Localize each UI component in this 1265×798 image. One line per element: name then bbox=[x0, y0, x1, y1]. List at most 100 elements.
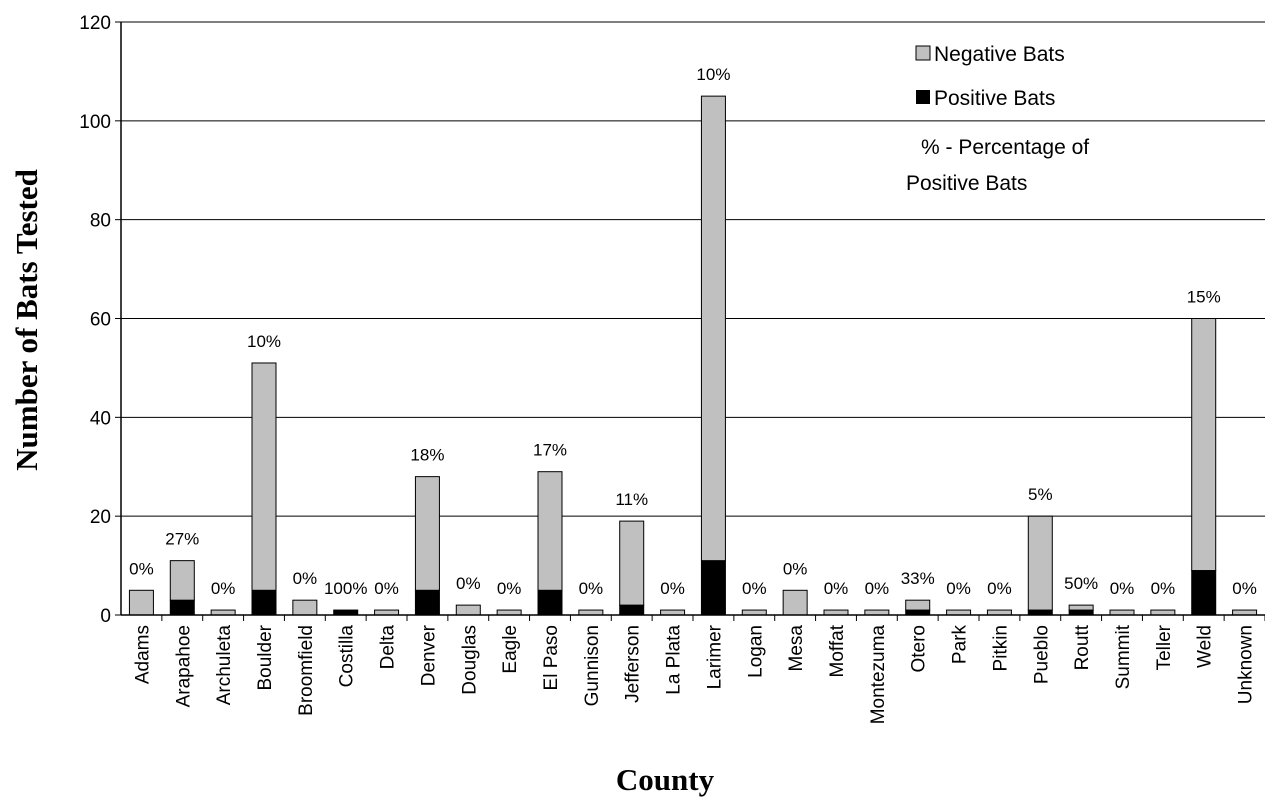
y-tick-label: 100 bbox=[79, 112, 111, 133]
x-tick-label: Jefferson bbox=[623, 625, 644, 703]
bar-negative-otero bbox=[905, 599, 931, 611]
x-tick-label: Moffat bbox=[827, 624, 848, 677]
y-tick-label: 120 bbox=[79, 13, 111, 34]
percent-label: 0% bbox=[293, 569, 318, 588]
percent-label: 18% bbox=[410, 446, 444, 465]
y-axis-title: Number of Bats Tested bbox=[9, 169, 44, 471]
percent-label: 0% bbox=[1151, 579, 1176, 598]
legend-note-line-1: % - Percentage of bbox=[921, 136, 1089, 159]
percent-label: 0% bbox=[987, 579, 1012, 598]
x-tick-label: Teller bbox=[1154, 624, 1175, 670]
bar-negative-douglas bbox=[455, 604, 481, 616]
x-tick-label: Adams bbox=[132, 625, 153, 684]
bar-negative-weld bbox=[1191, 318, 1217, 572]
percent-label: 10% bbox=[247, 332, 281, 351]
percent-label: 0% bbox=[1110, 579, 1135, 598]
legend-swatch-negative bbox=[915, 45, 931, 61]
bar-positive-boulder bbox=[251, 589, 277, 616]
y-tick-label: 20 bbox=[90, 507, 111, 528]
x-tick-label: La Plata bbox=[664, 625, 685, 695]
x-tick-label: Denver bbox=[418, 624, 439, 686]
x-tick-label: Gunnison bbox=[582, 625, 603, 706]
x-tick-label: Routt bbox=[1072, 624, 1093, 670]
bar-negative-adams bbox=[128, 589, 154, 616]
bar-negative-arapahoe bbox=[169, 560, 195, 601]
percent-label: 0% bbox=[783, 559, 808, 578]
x-tick-label: Park bbox=[950, 625, 971, 665]
percent-label: 0% bbox=[865, 579, 890, 598]
percent-label: 15% bbox=[1187, 288, 1221, 307]
legend-note-line-2: Positive Bats bbox=[906, 172, 1027, 195]
percent-label: 0% bbox=[211, 579, 236, 598]
x-tick-label: Weld bbox=[1195, 625, 1216, 668]
bars bbox=[128, 95, 1258, 616]
bar-negative-el-paso bbox=[537, 471, 563, 591]
percent-label: 10% bbox=[696, 65, 730, 84]
x-tick-label: Larimer bbox=[704, 624, 725, 689]
y-tick-label: 40 bbox=[90, 408, 111, 429]
x-tick-label: Mesa bbox=[786, 625, 807, 672]
x-tick-label: Montezuma bbox=[868, 625, 889, 725]
x-tick-label: Pitkin bbox=[990, 625, 1011, 671]
bar-negative-boulder bbox=[251, 362, 277, 591]
percent-label: 0% bbox=[824, 579, 849, 598]
y-tick-labels: 0 20 40 60 80 100 120 bbox=[79, 13, 111, 627]
percent-label: 0% bbox=[456, 574, 481, 593]
x-tick-label: Arapahoe bbox=[173, 625, 194, 707]
bar-positive-denver bbox=[414, 589, 440, 616]
percent-label: 0% bbox=[1232, 579, 1257, 598]
percent-label: 0% bbox=[497, 579, 522, 598]
y-tick-label: 60 bbox=[90, 310, 111, 331]
y-tick-label: 0 bbox=[100, 606, 111, 627]
percent-labels: 0% 27% 0% 10% 0% 100% 0% 18% 0% 0% 17% 0% 11% 0% 10% 0%… bbox=[129, 65, 1257, 598]
legend-label-positive: Positive Bats bbox=[934, 87, 1055, 110]
x-tick-labels: Adams Arapahoe Archuleta Boulder Broomfield C… bbox=[132, 624, 1256, 724]
x-tick-label: Douglas bbox=[459, 625, 480, 695]
legend-swatch-positive bbox=[916, 90, 930, 104]
percent-label: 5% bbox=[1028, 485, 1053, 504]
percent-label: 0% bbox=[946, 579, 971, 598]
x-tick-label: Summit bbox=[1113, 624, 1134, 689]
x-tick-label: Boulder bbox=[255, 624, 276, 690]
x-tick-label: Eagle bbox=[500, 625, 521, 674]
percent-label: 50% bbox=[1064, 574, 1098, 593]
x-tick-label: Unknown bbox=[1236, 625, 1257, 704]
percent-label: 27% bbox=[165, 530, 199, 549]
bar-negative-jefferson bbox=[619, 520, 645, 606]
percent-label: 0% bbox=[129, 559, 154, 578]
bar-positive-larimer bbox=[700, 560, 726, 616]
percent-label: 33% bbox=[901, 569, 935, 588]
gridlines bbox=[121, 21, 1265, 517]
percent-label: 0% bbox=[660, 579, 685, 598]
bar-negative-denver bbox=[414, 476, 440, 591]
percent-label: 0% bbox=[374, 579, 399, 598]
bar-positive-arapahoe bbox=[169, 599, 195, 616]
x-tick-label: Broomfield bbox=[296, 625, 317, 716]
x-tick-label: Delta bbox=[378, 625, 399, 670]
bar-positive-jefferson bbox=[619, 604, 645, 616]
bar-negative-broomfield bbox=[292, 599, 318, 616]
percent-label: 11% bbox=[615, 490, 648, 509]
percent-label: 0% bbox=[579, 579, 604, 598]
bar-positive-weld bbox=[1191, 570, 1217, 616]
y-tick-label: 80 bbox=[90, 211, 111, 232]
bar-positive-el-paso bbox=[537, 589, 563, 616]
axes bbox=[115, 21, 1265, 621]
bar-negative-pueblo bbox=[1027, 515, 1053, 611]
percent-label: 100% bbox=[324, 579, 367, 598]
bar-negative-larimer bbox=[700, 95, 726, 562]
legend-label-negative: Negative Bats bbox=[934, 43, 1065, 66]
legend: Negative Bats Positive Bats % - Percenta… bbox=[906, 43, 1089, 195]
x-tick-label: El Paso bbox=[541, 625, 562, 690]
bar-negative-mesa bbox=[782, 589, 808, 616]
percent-label: 17% bbox=[533, 441, 567, 460]
x-tick-label: Archuleta bbox=[214, 625, 235, 706]
x-tick-label: Costilla bbox=[337, 625, 358, 688]
x-tick-label: Otero bbox=[909, 625, 930, 673]
x-tick-label: Logan bbox=[745, 625, 766, 678]
x-tick-label: Pueblo bbox=[1031, 625, 1052, 684]
bar-negative-routt bbox=[1068, 604, 1094, 611]
x-axis-title: County bbox=[616, 762, 715, 797]
percent-label: 0% bbox=[742, 579, 767, 598]
